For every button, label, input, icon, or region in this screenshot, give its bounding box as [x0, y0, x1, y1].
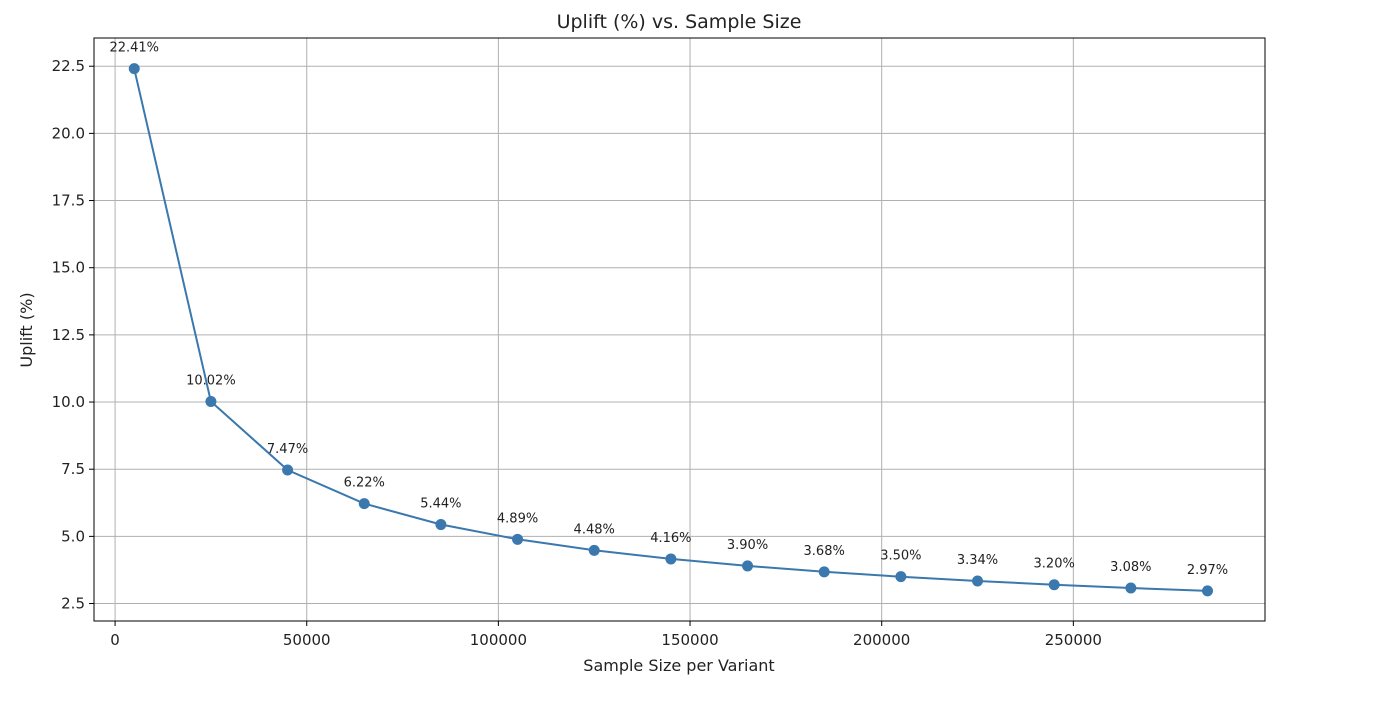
x-tick-label: 50000 [283, 631, 331, 649]
data-label: 3.20% [1034, 557, 1075, 572]
data-point [205, 396, 217, 408]
data-point [1048, 579, 1060, 591]
data-point [128, 63, 140, 75]
data-point [818, 566, 830, 578]
y-tick-label: 7.5 [61, 460, 85, 478]
data-label: 3.50% [880, 549, 921, 564]
data-point [358, 498, 370, 510]
y-tick-label: 17.5 [52, 192, 85, 210]
y-tick-label: 22.5 [52, 57, 85, 75]
chart-title: Uplift (%) vs. Sample Size [557, 11, 802, 33]
y-tick-label: 15.0 [52, 259, 85, 277]
y-tick-label: 20.0 [52, 124, 85, 142]
series-uplift: 22.41% 10.02% 7.47% 6.22% 5.44% 4.89% 4.48% 4.1… [109, 41, 1228, 597]
data-point [435, 519, 447, 531]
x-tick-label: 100000 [470, 631, 527, 649]
data-point [665, 553, 677, 565]
data-label: 3.90% [727, 538, 768, 553]
data-label: 6.22% [344, 476, 385, 491]
data-point [588, 544, 600, 556]
data-label: 3.34% [957, 553, 998, 568]
grid [94, 38, 1265, 621]
data-label: 4.16% [650, 531, 691, 546]
x-tick-label: 200000 [853, 631, 910, 649]
data-label: 22.41% [109, 41, 159, 56]
x-tick-label: 250000 [1045, 631, 1102, 649]
data-label: 2.97% [1187, 563, 1228, 578]
data-point [1202, 585, 1214, 597]
data-point [742, 560, 754, 572]
data-label: 10.02% [186, 374, 236, 389]
y-tick-label: 10.0 [52, 393, 85, 411]
data-label: 7.47% [267, 442, 308, 457]
x-tick-label: 150000 [661, 631, 718, 649]
data-point [895, 571, 907, 583]
data-label: 4.89% [497, 511, 538, 526]
data-point [512, 533, 524, 545]
x-tick-label: 0 [110, 631, 120, 649]
series-line [133, 68, 1208, 592]
y-axis: 2.5 5.0 7.5 10.0 12.5 15.0 17.5 20.0 22.5 [52, 57, 94, 613]
y-tick-label: 12.5 [52, 326, 85, 344]
data-label: 4.48% [574, 522, 615, 537]
data-label: 5.44% [420, 497, 461, 512]
y-axis-label: Uplift (%) [17, 292, 36, 367]
y-tick-label: 5.0 [61, 527, 85, 545]
data-point [282, 464, 294, 476]
x-axis: 0 50000 100000 150000 200000 250000 [110, 621, 1102, 649]
data-point [972, 575, 984, 587]
x-axis-label: Sample Size per Variant [583, 656, 774, 675]
data-label: 3.68% [804, 544, 845, 559]
y-tick-label: 2.5 [61, 595, 85, 613]
data-label: 3.08% [1110, 560, 1151, 575]
data-point [1125, 582, 1137, 594]
plot-area-frame [93, 37, 1266, 622]
